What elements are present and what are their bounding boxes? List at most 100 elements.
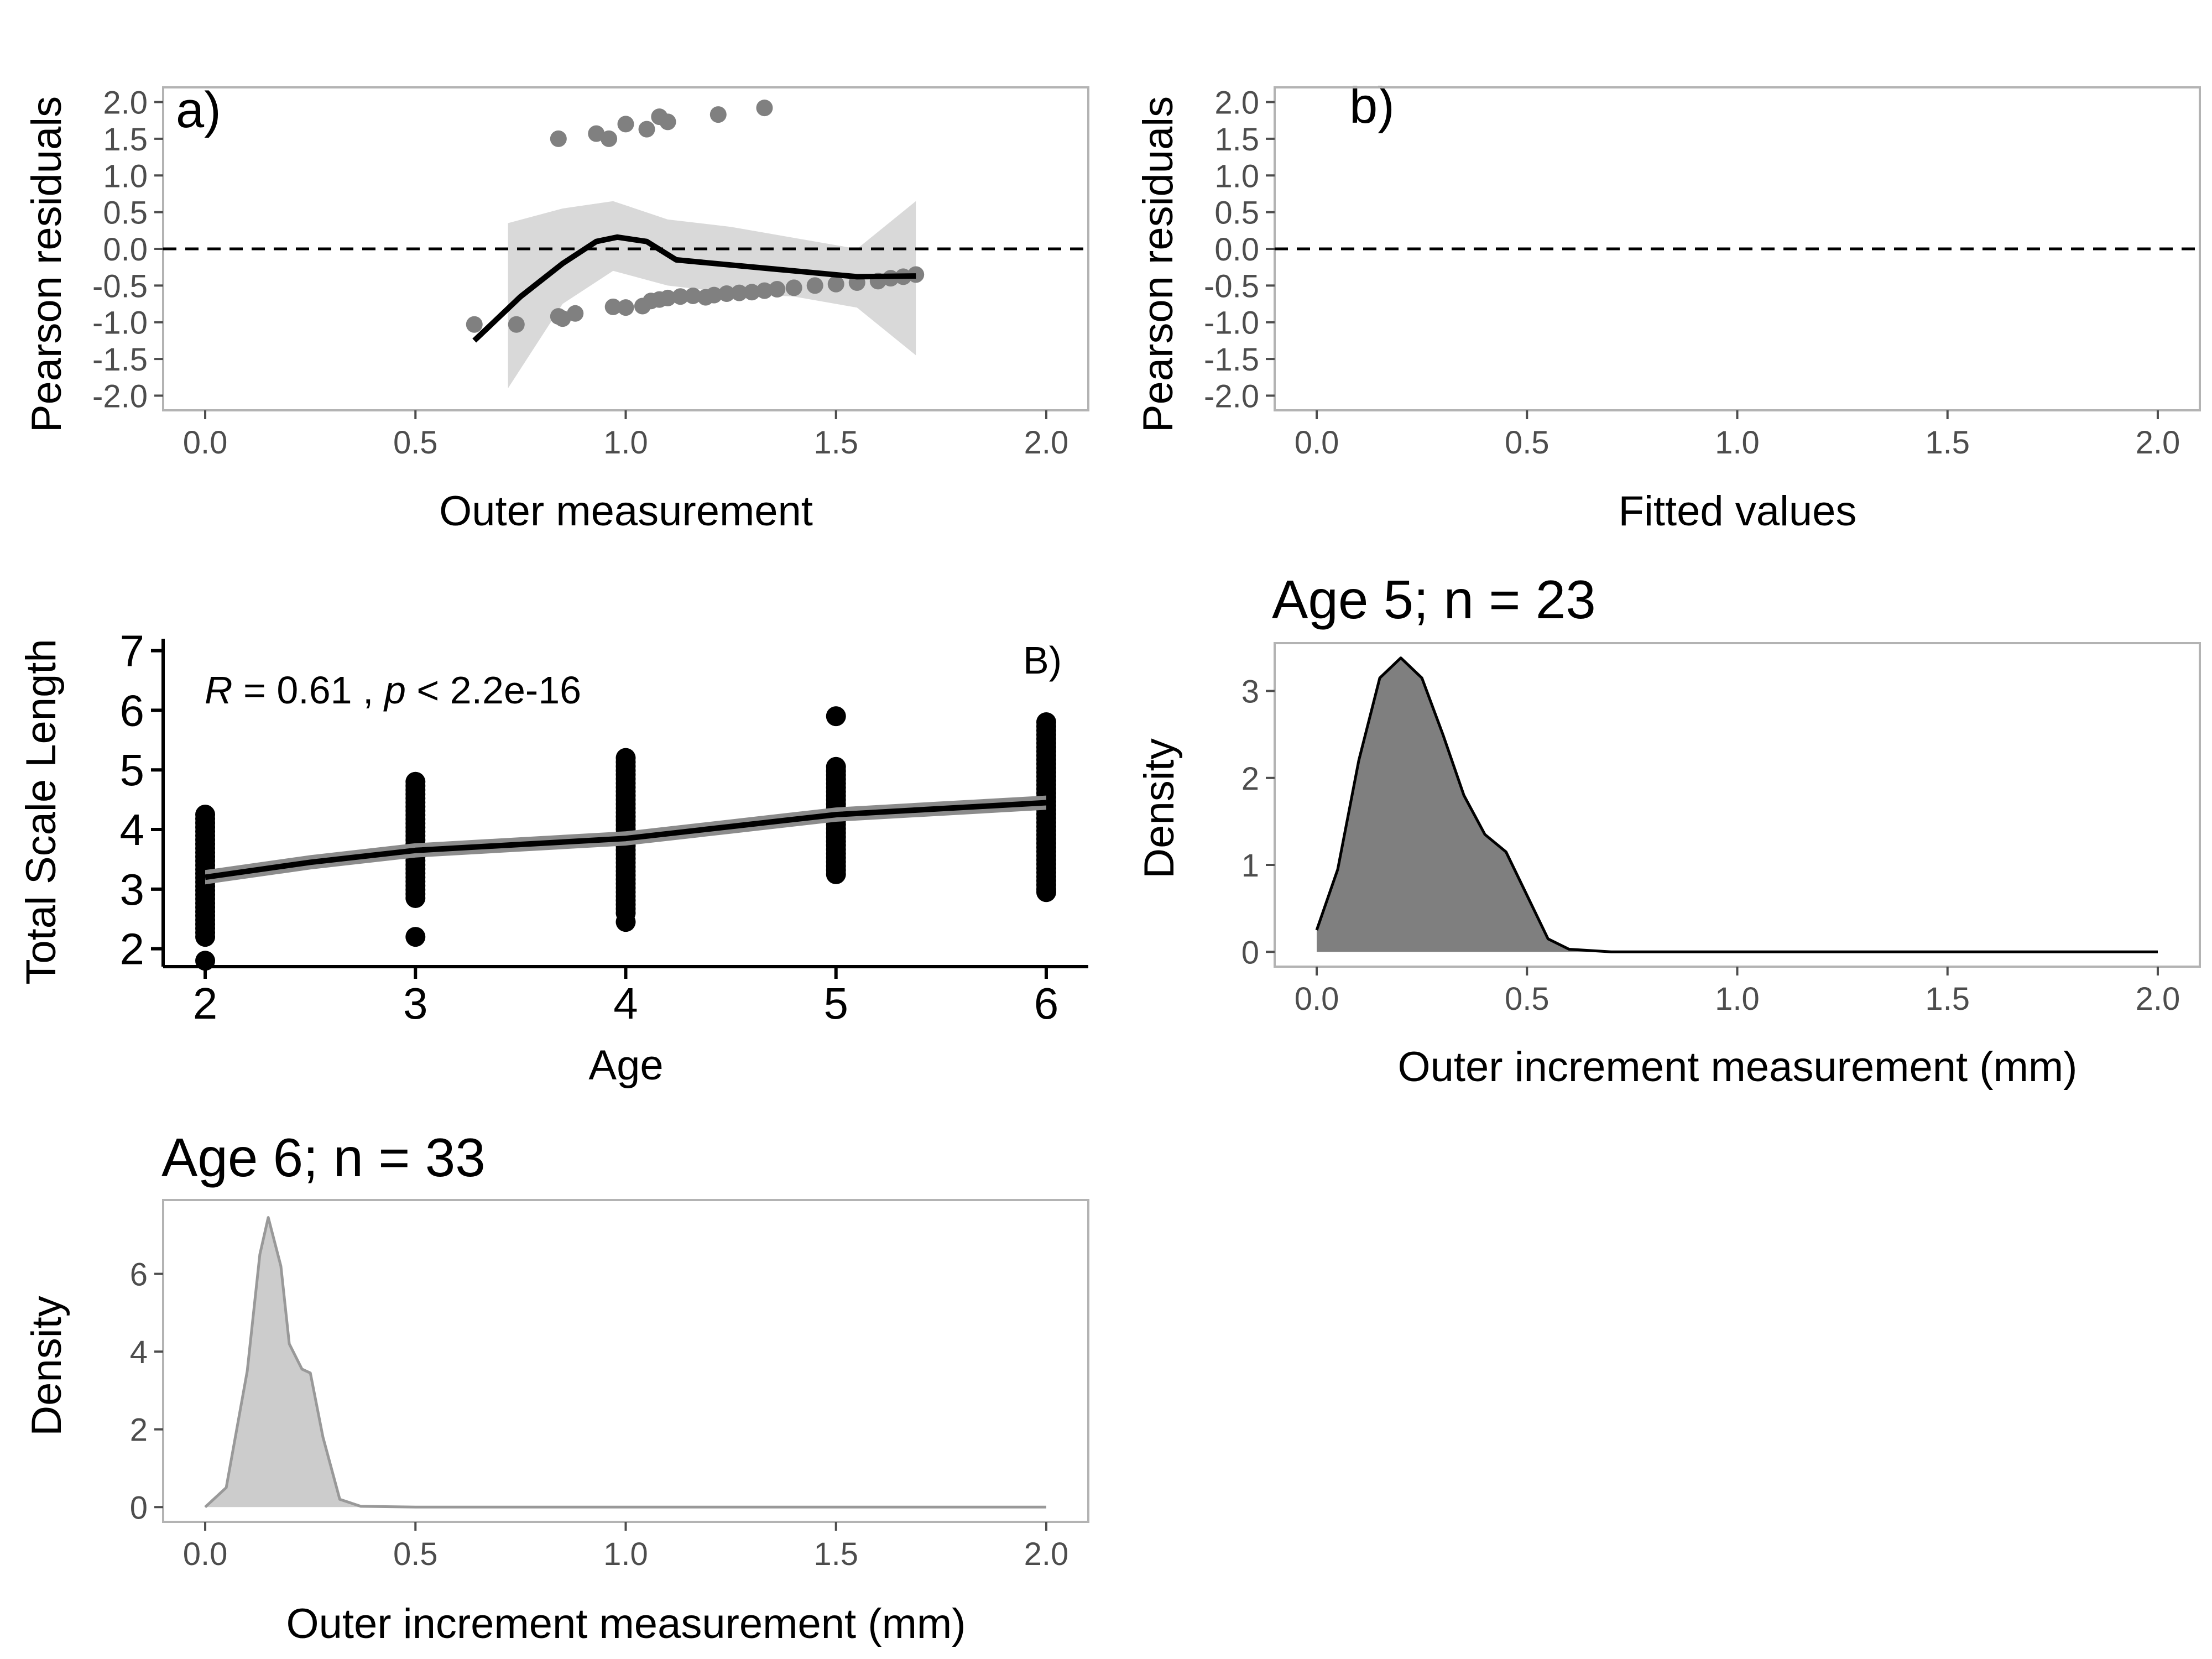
- panel-age5-ylabel: Density: [1136, 738, 1183, 878]
- panel-age6-density: Age 6; n = 33 Outer increment measuremen…: [23, 1127, 1089, 1647]
- panel-B-ytick-label: 6: [120, 686, 145, 735]
- panel-b-ytick-label: -1.0: [1204, 305, 1259, 341]
- panel-age6-xtick-label: 0.0: [183, 1536, 228, 1572]
- panel-B-p-label: p: [383, 669, 406, 712]
- panel-B-ytick-label: 2: [120, 925, 145, 974]
- panel-age5-xtick-label: 0.5: [1505, 981, 1550, 1017]
- panel-a-data-point: [617, 116, 634, 133]
- panel-a-ytick-label: -1.0: [92, 305, 148, 341]
- panel-b-tag: b): [1349, 77, 1395, 134]
- panel-a-smooth-line: [472, 234, 916, 343]
- panel-b-xtick-label: 1.5: [1925, 425, 1970, 461]
- panel-a-data-point: [806, 277, 823, 294]
- panel-b-xtick-label: 0.0: [1295, 425, 1339, 461]
- panel-age5-xtick-label: 1.0: [1715, 981, 1760, 1017]
- panel-age5-ytick-label: 1: [1241, 848, 1259, 884]
- panel-a-data-point: [466, 316, 483, 333]
- panel-b-xtick-label: 0.5: [1505, 425, 1550, 461]
- panel-B-xtick-label: 6: [1034, 979, 1059, 1028]
- panel-age6-xtick-label: 1.0: [603, 1536, 648, 1572]
- panel-B-data-point: [615, 748, 636, 768]
- panel-a-data-point: [659, 289, 676, 306]
- panel-a-data-point: [508, 316, 525, 333]
- panel-a-ytick-label: -1.5: [92, 342, 148, 378]
- panel-a-data-point: [709, 106, 727, 123]
- panel-B-correlation-annotation: R = 0.61 , p < 2.2e-16: [205, 669, 581, 712]
- panel-age6-ylabel: Density: [23, 1296, 70, 1436]
- panel-age6-ytick-label: 0: [130, 1490, 148, 1526]
- panel-b-ylabel: Pearson residuals: [1135, 96, 1182, 432]
- panel-a-data-point: [550, 130, 567, 147]
- panel-a-ylabel: Pearson residuals: [23, 96, 70, 432]
- panel-a-ytick-label: -2.0: [92, 378, 148, 414]
- panel-a-data-point: [659, 113, 676, 131]
- panel-B-ytick-label: 5: [120, 745, 145, 795]
- panel-a-ytick-label: 0.0: [103, 232, 148, 268]
- panel-b-residuals-vs-fitted: b) Fitted values Pearson residuals 0.0 0.…: [1135, 77, 2201, 535]
- panel-a-xtick-label: 2.0: [1024, 425, 1069, 461]
- panel-a-ytick-label: 1.5: [103, 122, 148, 158]
- panel-age6-xtick-label: 2.0: [1024, 1536, 1069, 1572]
- panel-age6-title: Age 6; n = 33: [161, 1127, 486, 1188]
- panel-age6-density-area: [205, 1217, 1046, 1507]
- panel-a-data-point: [718, 285, 735, 302]
- panel-a-data-point: [604, 298, 622, 315]
- panel-a-data-point: [769, 281, 786, 298]
- panel-b-ytick-label: -2.0: [1204, 378, 1259, 414]
- panel-b-ytick-label: -0.5: [1204, 268, 1259, 304]
- panel-B-ylabel: Total Scale Length: [18, 639, 65, 984]
- panel-B-tag: B): [1023, 639, 1062, 682]
- panel-B-scale-length-vs-age: B) R = 0.61 , p < 2.2e-16 Age Total Scal…: [18, 627, 1088, 1089]
- panel-age5-xtick-label: 0.0: [1295, 981, 1339, 1017]
- panel-a-data-point: [617, 299, 634, 316]
- panel-a-data-point: [827, 275, 844, 293]
- panel-age5-ytick-label: 0: [1241, 935, 1259, 971]
- panel-age5-title: Age 5; n = 23: [1272, 569, 1596, 630]
- panel-a-ytick-label: 2.0: [103, 85, 148, 121]
- panel-age6-ytick-label: 2: [130, 1412, 148, 1448]
- panel-b-ytick-label: 2.0: [1214, 85, 1259, 121]
- panel-B-data-point: [195, 805, 216, 825]
- panel-b-ytick-label: 1.5: [1214, 122, 1259, 158]
- panel-age5-xtick-label: 1.5: [1925, 981, 1970, 1017]
- panel-B-xtick-label: 5: [823, 979, 848, 1028]
- panel-age5-density-outline: [1315, 656, 2158, 953]
- panel-a-xlabel: Outer measurement: [439, 488, 813, 535]
- panel-age5-xlabel: Outer increment measurement (mm): [1398, 1044, 2078, 1091]
- panel-a-data-point: [672, 288, 689, 305]
- panel-B-data-point: [195, 951, 216, 971]
- panel-age6-xtick-label: 0.5: [393, 1536, 438, 1572]
- panel-a-xtick-label: 1.5: [813, 425, 858, 461]
- panel-b-xtick-label: 1.0: [1715, 425, 1760, 461]
- panel-B-data-point: [615, 912, 636, 932]
- panel-b-xlabel: Fitted values: [1619, 488, 1857, 535]
- panel-b-xtick-label: 2.0: [2136, 425, 2180, 461]
- panel-B-p-text: < 2.2e-16: [406, 669, 581, 712]
- panel-a-data-point: [588, 125, 605, 142]
- panel-B-data-point: [405, 927, 426, 947]
- panel-B-smooth-line: [205, 800, 1047, 880]
- panel-age6-xtick-label: 1.5: [813, 1536, 858, 1572]
- panel-a-xtick-label: 0.5: [393, 425, 438, 461]
- panel-B-xtick-label: 4: [613, 979, 638, 1028]
- panel-a-data-point: [785, 279, 802, 296]
- panel-a-ytick-label: -0.5: [92, 268, 148, 304]
- panel-a-residuals-vs-outer: a) Outer measurement Pearson residuals 0…: [23, 82, 1089, 535]
- panel-B-data-point: [405, 771, 426, 792]
- panel-age6-density-outline: [204, 1216, 1046, 1509]
- panel-B-r-label: R: [205, 669, 233, 712]
- panel-B-data-point: [826, 706, 846, 727]
- panel-a-tag: a): [176, 82, 221, 138]
- panel-age5-density-area: [1317, 658, 2158, 952]
- panel-b-ytick-label: 1.0: [1214, 158, 1259, 194]
- panel-B-data-point: [1036, 712, 1056, 732]
- panel-age6-ytick-label: 6: [130, 1257, 148, 1293]
- panel-a-data-point: [706, 286, 723, 304]
- panel-age5-ytick-label: 3: [1241, 674, 1259, 709]
- panel-a-data-point: [743, 284, 760, 301]
- panel-a-ytick-label: 1.0: [103, 158, 148, 194]
- panel-age5-ytick-label: 2: [1241, 761, 1259, 797]
- panel-B-xtick-label: 3: [403, 979, 428, 1028]
- panel-b-ytick-label: 0.0: [1214, 232, 1259, 268]
